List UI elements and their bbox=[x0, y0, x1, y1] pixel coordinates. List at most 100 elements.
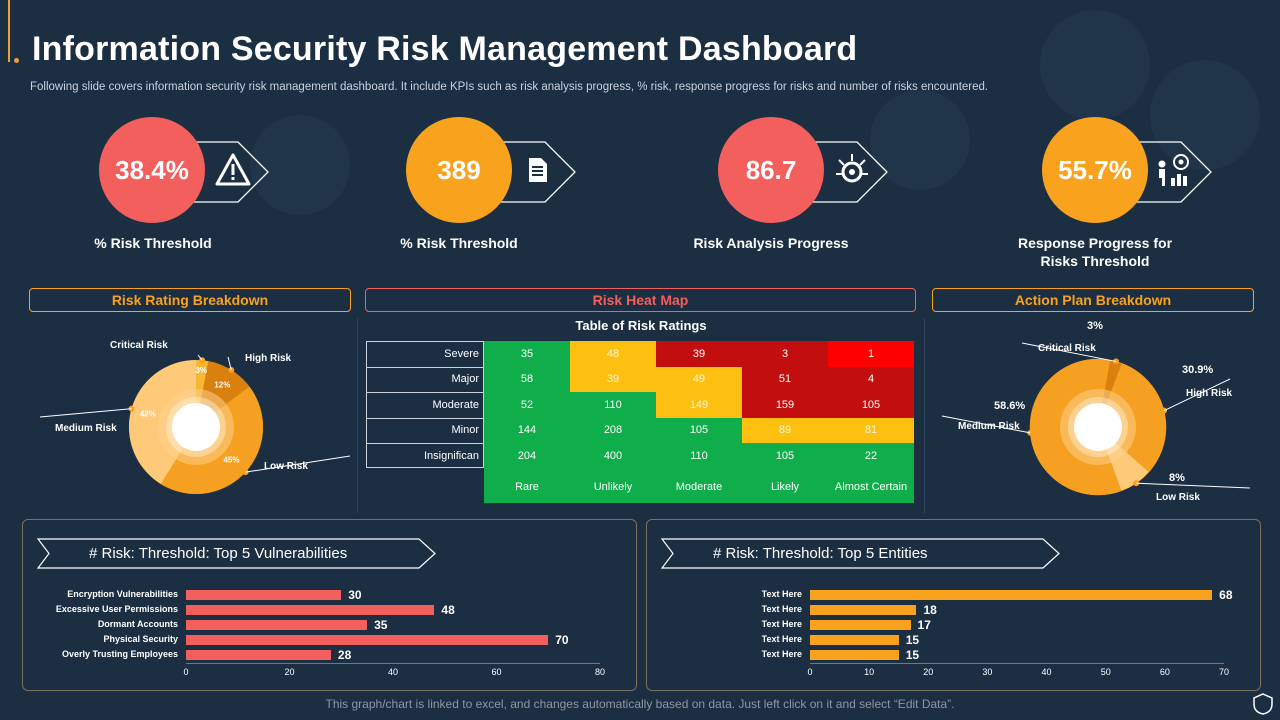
heat-map-cell: 159 bbox=[742, 392, 828, 418]
bar bbox=[810, 605, 917, 615]
risk-rating-donut-chart: 3% Critical Risk 12% High Risk 45% Low Risk 42… bbox=[39, 340, 351, 494]
kpi-label: % Risk Threshold bbox=[94, 235, 212, 251]
heat-map-cell: 48 bbox=[570, 341, 656, 367]
donut-value-label: 3% bbox=[1087, 320, 1103, 332]
heat-map-column-label: Almost Certain bbox=[834, 480, 908, 493]
bar-category-label: Text Here bbox=[761, 619, 802, 629]
vulnerabilities-bar-chart: Encryption Vulnerabilities 30 Excessive Us… bbox=[23, 520, 638, 692]
shield-icon bbox=[1253, 693, 1273, 715]
background-lock-icon bbox=[1040, 10, 1150, 120]
x-axis-tick-label: 20 bbox=[284, 667, 295, 677]
callout-line bbox=[941, 415, 1031, 434]
heat-map-cell: 105 bbox=[742, 443, 828, 469]
heat-map-cell: 1 bbox=[828, 341, 914, 367]
bar-category-label: Dormant Accounts bbox=[97, 619, 178, 629]
heat-map-row-label: Moderate bbox=[432, 399, 479, 411]
donut-category-label: Critical Risk bbox=[1038, 343, 1096, 354]
donut-value-label: 58.6% bbox=[994, 400, 1025, 412]
x-axis-tick-label: 30 bbox=[982, 667, 993, 677]
donut-category-label: Medium Risk bbox=[958, 421, 1020, 432]
kpi-value: 86.7 bbox=[718, 117, 824, 223]
callout-dot bbox=[1161, 407, 1168, 414]
donut-value-label: 30.9% bbox=[1182, 364, 1213, 376]
kpi-value: 55.7% bbox=[1042, 117, 1148, 223]
heat-map-cell: 149 bbox=[656, 392, 742, 418]
heat-map-cell: 89 bbox=[742, 417, 828, 443]
x-axis-tick-label: 50 bbox=[1100, 667, 1111, 677]
x-axis-tick-label: 70 bbox=[1218, 667, 1229, 677]
donut-category-label: Low Risk bbox=[264, 461, 308, 472]
x-axis-tick-label: 20 bbox=[923, 667, 934, 677]
heat-map-header: Risk Heat Map bbox=[365, 288, 916, 312]
bar-category-label: Excessive User Permissions bbox=[55, 604, 178, 614]
virus-target-icon bbox=[836, 154, 868, 183]
entities-panel: # Risk: Threshold: Top 5 Entities Text H… bbox=[646, 519, 1261, 691]
callout-line bbox=[197, 354, 203, 361]
heat-map-column-label: Rare bbox=[515, 480, 539, 493]
entities-chart-title: # Risk: Threshold: Top 5 Entities bbox=[713, 545, 928, 562]
heat-map-grid: 35 48 39 3 1 58 39 49 51 4 52 110 149 159 105 144 208 105… bbox=[484, 341, 914, 503]
callout-line bbox=[245, 455, 351, 473]
background-lock-icon bbox=[250, 115, 350, 215]
callout-line bbox=[1021, 342, 1117, 362]
heat-map-row-label: Severe bbox=[444, 348, 479, 360]
donut-center bbox=[1074, 403, 1122, 451]
page-title: Information Security Risk Management Das… bbox=[32, 30, 858, 68]
callout-line bbox=[1163, 378, 1231, 412]
entities-bar-chart: Text Here 68 Text Here 18 Text Here 17 Text He… bbox=[647, 520, 1262, 692]
kpi-value: 389 bbox=[406, 117, 512, 223]
bar-value-label: 48 bbox=[441, 603, 455, 617]
x-axis-tick-label: 80 bbox=[594, 667, 605, 677]
bar-value-label: 68 bbox=[1219, 588, 1233, 602]
heat-map-cell: 58 bbox=[484, 366, 570, 392]
donut-category-label: Critical Risk bbox=[110, 340, 168, 351]
x-axis-tick-label: 60 bbox=[1159, 667, 1170, 677]
bar bbox=[810, 590, 1213, 600]
panel-header-arrow bbox=[37, 538, 436, 569]
bar bbox=[186, 590, 342, 600]
heat-map-column-label: Unlikely bbox=[593, 480, 633, 493]
x-axis-tick-label: 40 bbox=[1041, 667, 1052, 677]
heat-map-row-label: Major bbox=[451, 373, 479, 385]
donut-category-label: Low Risk bbox=[1156, 492, 1200, 503]
heat-map-cell: 208 bbox=[570, 417, 656, 443]
decorative-dot bbox=[14, 58, 19, 63]
bar-value-label: 15 bbox=[905, 633, 920, 647]
bar bbox=[186, 650, 331, 660]
x-axis-tick-label: 0 bbox=[183, 667, 189, 677]
donut-value-label: 12% bbox=[214, 380, 230, 389]
vulnerabilities-chart-title: # Risk: Threshold: Top 5 Vulnerabilities bbox=[89, 545, 348, 562]
x-axis-tick-label: 10 bbox=[864, 667, 875, 677]
bar bbox=[186, 605, 435, 615]
background-lock-icon bbox=[870, 90, 970, 190]
donut-category-label: High Risk bbox=[245, 353, 292, 364]
heat-map-row-label: Insignifican bbox=[423, 450, 479, 462]
callout-line bbox=[39, 408, 132, 418]
donut-center bbox=[172, 403, 220, 451]
x-axis-tick-label: 40 bbox=[387, 667, 398, 677]
kpi-label: Risk Analysis Progress bbox=[693, 235, 849, 251]
heat-map-cell: 81 bbox=[828, 417, 914, 443]
bar bbox=[186, 635, 549, 645]
kpi-label: % Risk Threshold bbox=[400, 235, 518, 251]
vulnerabilities-panel: # Risk: Threshold: Top 5 Vulnerabilities… bbox=[22, 519, 637, 691]
decorative-line bbox=[8, 0, 10, 62]
heat-map-cell: 105 bbox=[828, 392, 914, 418]
heat-map-cell: 51 bbox=[742, 366, 828, 392]
background-lock-icon bbox=[1150, 60, 1260, 170]
heat-map-cell: 52 bbox=[484, 392, 570, 418]
bar bbox=[810, 650, 899, 660]
heat-map-cell: 105 bbox=[656, 417, 742, 443]
heat-map-cell: 3 bbox=[742, 341, 828, 367]
bar bbox=[186, 620, 368, 630]
heat-map-cell: 204 bbox=[484, 443, 570, 469]
heat-map-cell: 35 bbox=[484, 341, 570, 367]
kpi-value: 38.4% bbox=[99, 117, 205, 223]
x-axis-line bbox=[186, 663, 600, 664]
bar-value-label: 18 bbox=[923, 603, 937, 617]
bar-category-label: Overly Trusting Employees bbox=[61, 649, 178, 659]
donut-value-label: 8% bbox=[1169, 472, 1185, 484]
heat-map-column-label: Moderate bbox=[675, 480, 723, 493]
bar-category-label: Physical Security bbox=[103, 634, 178, 644]
x-axis-tick-label: 60 bbox=[491, 667, 502, 677]
